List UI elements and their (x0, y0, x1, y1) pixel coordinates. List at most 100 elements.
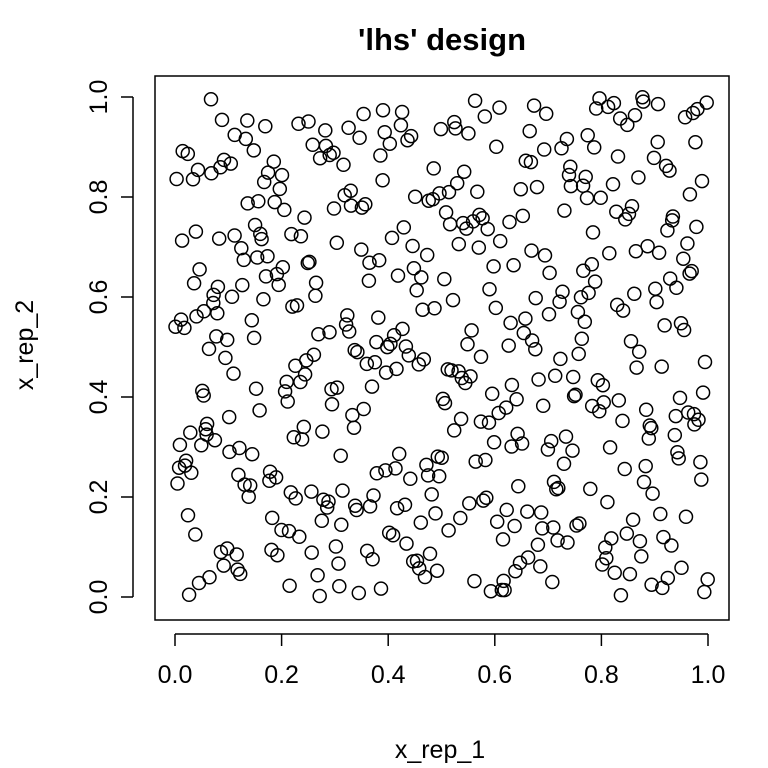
data-point (473, 414, 489, 429)
data-point (206, 295, 221, 311)
data-point (300, 255, 316, 271)
data-point (332, 579, 347, 594)
data-point (622, 566, 638, 582)
data-point (515, 208, 531, 224)
data-point (518, 311, 533, 326)
data-point (697, 584, 712, 600)
y-axis-label: x_rep_2 (11, 300, 39, 390)
data-point (640, 238, 655, 254)
data-point (563, 159, 578, 175)
data-point (503, 315, 518, 331)
data-point (577, 314, 593, 330)
data-point (232, 440, 247, 456)
data-point (568, 387, 583, 402)
data-point (631, 344, 647, 360)
data-point (629, 360, 644, 375)
data-point (507, 518, 522, 534)
data-point (169, 171, 184, 187)
data-point (437, 271, 452, 287)
data-point (650, 134, 665, 150)
data-point (543, 433, 559, 449)
data-point (389, 500, 405, 516)
data-point (347, 342, 362, 358)
data-point (306, 347, 322, 362)
data-point (492, 100, 507, 115)
data-point (349, 502, 364, 518)
data-point (584, 257, 600, 272)
data-point (218, 350, 233, 366)
data-point (324, 397, 340, 412)
data-point (538, 106, 554, 122)
data-point (595, 377, 611, 393)
data-point (531, 372, 546, 387)
data-point (401, 348, 417, 363)
data-point (235, 277, 250, 293)
data-point (650, 96, 666, 112)
data-point (393, 118, 409, 133)
data-point (570, 304, 586, 320)
data-point (351, 585, 367, 601)
data-point (576, 263, 591, 279)
data-point (550, 533, 565, 548)
data-point (680, 236, 695, 251)
x-tick-label: 0.2 (264, 661, 299, 689)
data-point (428, 506, 443, 521)
data-point (293, 374, 308, 390)
data-point (695, 385, 711, 400)
data-point (254, 231, 269, 247)
data-point (676, 251, 691, 266)
data-point (378, 365, 394, 380)
data-point (486, 259, 501, 274)
data-point (534, 521, 550, 536)
data-point (460, 337, 475, 352)
data-point (587, 274, 603, 289)
data-point (216, 152, 232, 168)
data-point (565, 369, 581, 385)
data-point (356, 106, 371, 122)
data-point (366, 488, 381, 503)
data-point (308, 275, 324, 291)
data-point (280, 394, 295, 409)
data-point (491, 405, 506, 421)
data-point (542, 265, 557, 281)
data-point (258, 119, 273, 134)
data-point (284, 226, 299, 242)
data-point (654, 359, 669, 374)
data-point (227, 228, 242, 243)
data-point (667, 427, 683, 443)
data-point (244, 446, 260, 462)
data-point (343, 183, 358, 198)
data-point (495, 532, 511, 547)
data-point (178, 453, 194, 469)
data-point (535, 398, 551, 414)
data-point (467, 573, 482, 589)
data-point (397, 497, 413, 513)
data-point (373, 148, 388, 163)
data-point (463, 369, 478, 384)
data-point (533, 559, 548, 574)
data-point (558, 429, 574, 444)
data-point (343, 198, 359, 213)
data-point (388, 461, 403, 476)
data-point (231, 467, 246, 483)
data-point (665, 209, 681, 224)
data-point (617, 461, 632, 477)
data-point (453, 411, 469, 427)
data-point (304, 484, 319, 499)
data-point (501, 338, 516, 353)
data-point (429, 563, 445, 578)
data-point (668, 408, 684, 424)
data-point (508, 563, 523, 579)
data-point (578, 169, 593, 185)
data-point (599, 550, 614, 566)
data-point (413, 515, 429, 530)
data-point (267, 194, 282, 210)
data-point (184, 465, 199, 481)
data-point (361, 273, 377, 289)
data-point (202, 570, 217, 585)
data-point (244, 313, 260, 328)
data-point (188, 224, 204, 239)
data-point (573, 290, 589, 305)
data-point (308, 288, 323, 304)
data-point (373, 581, 389, 596)
